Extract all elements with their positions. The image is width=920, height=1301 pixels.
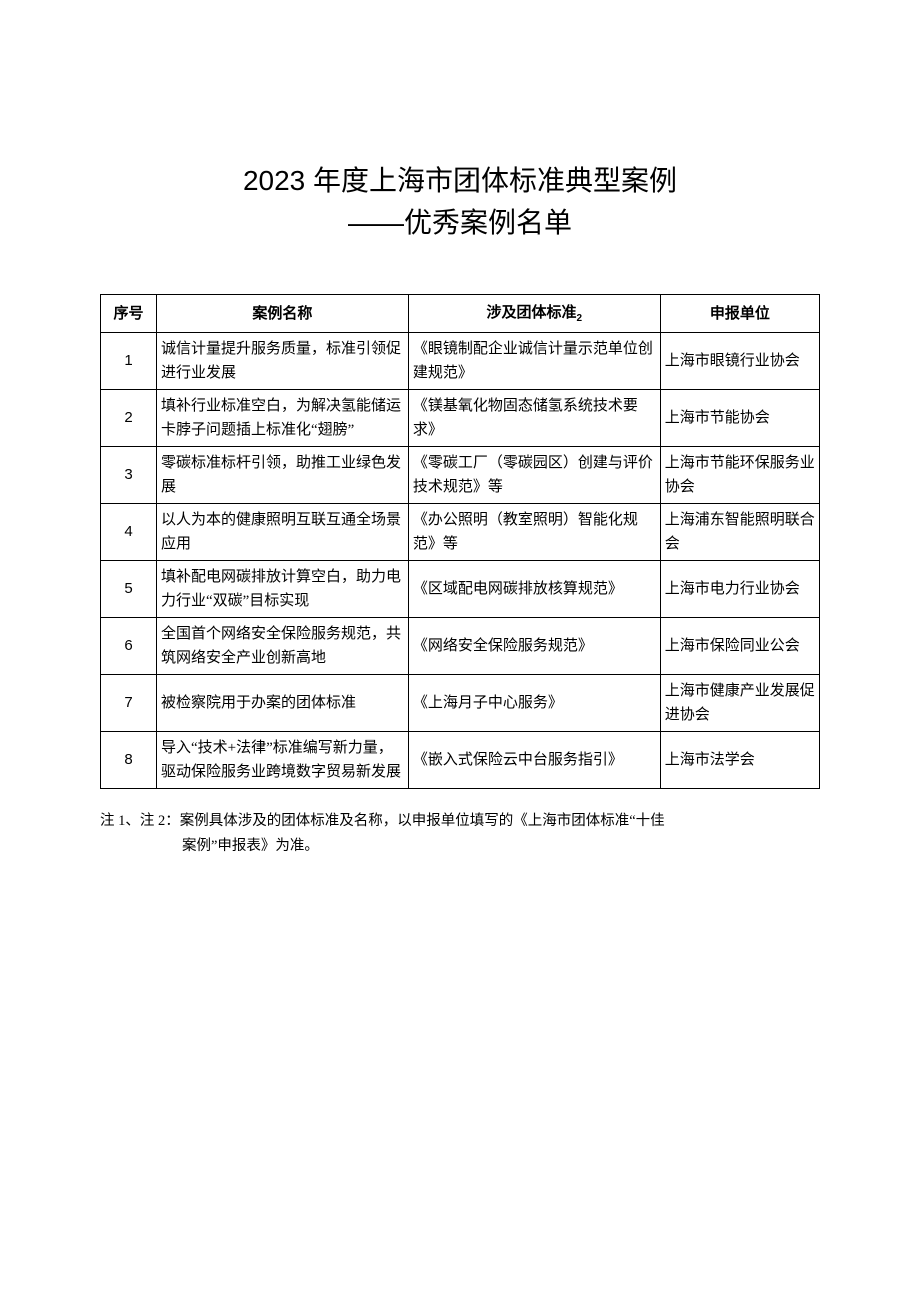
cell-seq: 5 — [101, 561, 157, 618]
header-name: 案例名称 — [156, 295, 408, 333]
header-std: 涉及团体标准2 — [408, 295, 660, 333]
footnote: 注 1、注 2：案例具体涉及的团体标准及名称，以申报单位填写的《上海市团体标准“… — [100, 809, 820, 858]
cell-org: 上海市眼镜行业协会 — [660, 333, 819, 390]
cell-name: 被检察院用于办案的团体标准 — [156, 675, 408, 732]
cell-org: 上海市节能环保服务业协会 — [660, 447, 819, 504]
cell-org: 上海市电力行业协会 — [660, 561, 819, 618]
cell-name: 诚信计量提升服务质量，标准引领促进行业发展 — [156, 333, 408, 390]
cell-name: 以人为本的健康照明互联互通全场景应用 — [156, 504, 408, 561]
cell-seq: 6 — [101, 618, 157, 675]
cell-seq: 2 — [101, 390, 157, 447]
cell-org: 上海市健康产业发展促进协会 — [660, 675, 819, 732]
cell-seq: 4 — [101, 504, 157, 561]
footnote-line-2: 案例”申报表》为准。 — [100, 834, 820, 859]
table-header-row: 序号 案例名称 涉及团体标准2 申报单位 — [101, 295, 820, 333]
title-line-1: 2023 年度上海市团体标准典型案例 — [100, 160, 820, 202]
cell-seq: 3 — [101, 447, 157, 504]
header-seq: 序号 — [101, 295, 157, 333]
cell-std: 《镁基氧化物固态储氢系统技术要求》 — [408, 390, 660, 447]
table-row: 2 填补行业标准空白，为解决氢能储运卡脖子问题插上标准化“翅膀” 《镁基氧化物固… — [101, 390, 820, 447]
cell-seq: 8 — [101, 732, 157, 789]
table-row: 8 导入“技术+法律”标准编写新力量，驱动保险服务业跨境数字贸易新发展 《嵌入式… — [101, 732, 820, 789]
cell-org: 上海市节能协会 — [660, 390, 819, 447]
document-title: 2023 年度上海市团体标准典型案例 ——优秀案例名单 — [100, 160, 820, 244]
footnote-line-1: 注 1、注 2：案例具体涉及的团体标准及名称，以申报单位填写的《上海市团体标准“… — [100, 809, 820, 834]
table-row: 3 零碳标准标杆引领，助推工业绿色发展 《零碳工厂（零碳园区）创建与评价技术规范… — [101, 447, 820, 504]
cell-org: 上海浦东智能照明联合会 — [660, 504, 819, 561]
cell-std: 《办公照明（教室照明）智能化规范》等 — [408, 504, 660, 561]
table-row: 5 填补配电网碳排放计算空白，助力电力行业“双碳”目标实现 《区域配电网碳排放核… — [101, 561, 820, 618]
table-row: 7 被检察院用于办案的团体标准 《上海月子中心服务》 上海市健康产业发展促进协会 — [101, 675, 820, 732]
cell-std: 《眼镜制配企业诚信计量示范单位创建规范》 — [408, 333, 660, 390]
header-org: 申报单位 — [660, 295, 819, 333]
cell-name: 零碳标准标杆引领，助推工业绿色发展 — [156, 447, 408, 504]
cell-std: 《嵌入式保险云中台服务指引》 — [408, 732, 660, 789]
header-std-text: 涉及团体标准 — [486, 304, 576, 321]
cases-table: 序号 案例名称 涉及团体标准2 申报单位 1 诚信计量提升服务质量，标准引领促进… — [100, 294, 820, 789]
cell-name: 填补行业标准空白，为解决氢能储运卡脖子问题插上标准化“翅膀” — [156, 390, 408, 447]
cell-seq: 7 — [101, 675, 157, 732]
cell-org: 上海市法学会 — [660, 732, 819, 789]
header-std-sub: 2 — [576, 313, 582, 324]
cell-std: 《网络安全保险服务规范》 — [408, 618, 660, 675]
cell-std: 《上海月子中心服务》 — [408, 675, 660, 732]
table-row: 6 全国首个网络安全保险服务规范，共筑网络安全产业创新高地 《网络安全保险服务规… — [101, 618, 820, 675]
cell-name: 填补配电网碳排放计算空白，助力电力行业“双碳”目标实现 — [156, 561, 408, 618]
table-row: 1 诚信计量提升服务质量，标准引领促进行业发展 《眼镜制配企业诚信计量示范单位创… — [101, 333, 820, 390]
cell-std: 《区域配电网碳排放核算规范》 — [408, 561, 660, 618]
cell-std: 《零碳工厂（零碳园区）创建与评价技术规范》等 — [408, 447, 660, 504]
table-row: 4 以人为本的健康照明互联互通全场景应用 《办公照明（教室照明）智能化规范》等 … — [101, 504, 820, 561]
cell-name: 导入“技术+法律”标准编写新力量，驱动保险服务业跨境数字贸易新发展 — [156, 732, 408, 789]
cell-seq: 1 — [101, 333, 157, 390]
title-line-2: ——优秀案例名单 — [100, 202, 820, 244]
cell-org: 上海市保险同业公会 — [660, 618, 819, 675]
cell-name: 全国首个网络安全保险服务规范，共筑网络安全产业创新高地 — [156, 618, 408, 675]
